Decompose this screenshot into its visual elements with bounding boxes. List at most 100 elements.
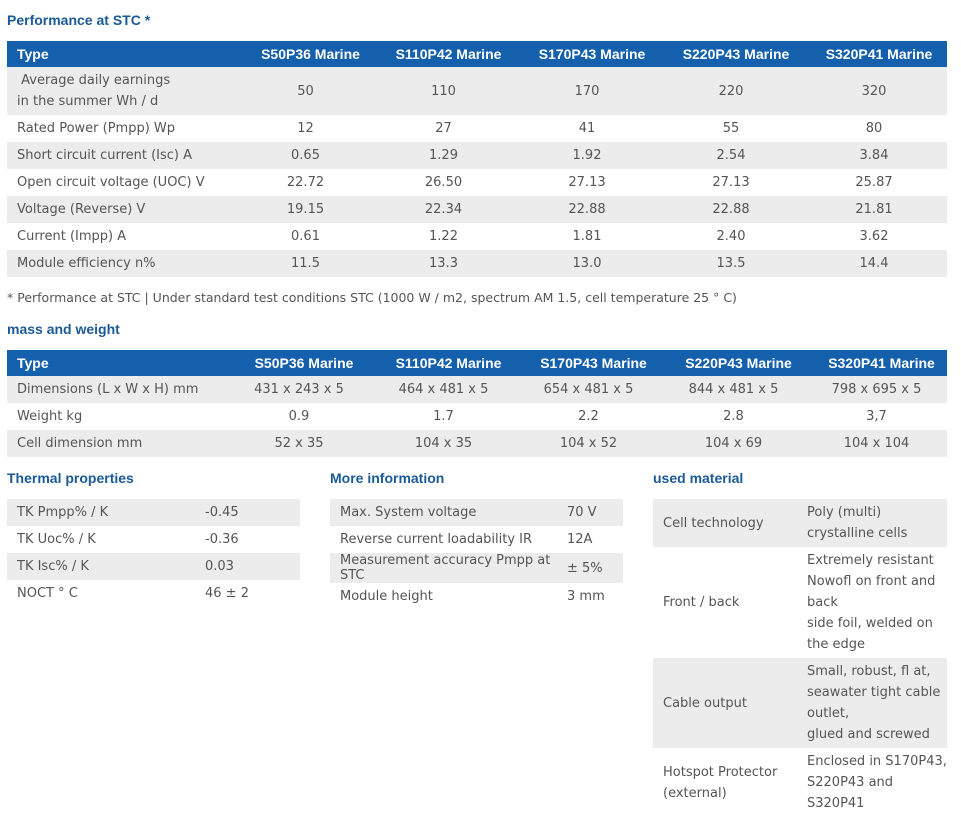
col-header-s110p42: S110P42 Marine	[374, 41, 513, 67]
table-cell: Small, robust, fl at, seawater tight cabl…	[797, 658, 947, 748]
row-label: Cell technology	[653, 499, 797, 547]
col-header-s320p41: S320P41 Marine	[801, 41, 947, 67]
row-label: Front / back	[653, 547, 797, 658]
table-row: Open circuit voltage (UOC) V 22.72 26.50…	[7, 169, 947, 196]
table-cell: 13.5	[661, 250, 801, 277]
table-cell: 220	[661, 67, 801, 115]
performance-footnote: * Performance at STC | Under standard te…	[7, 290, 737, 305]
table-header-row: Type S50P36 Marine S110P42 Marine S170P4…	[7, 41, 947, 67]
table-cell: 1.22	[374, 223, 513, 250]
table-cell: 70 V	[567, 499, 623, 526]
table-cell: 22.88	[661, 196, 801, 223]
table-row: Dimensions (L x W x H) mm 431 x 243 x 5 …	[7, 376, 947, 403]
mass-title: mass and weight	[7, 321, 120, 337]
table-cell: 0.61	[237, 223, 374, 250]
row-label: Cable output	[653, 658, 797, 748]
row-label: TK Pmpp% / K	[7, 499, 195, 526]
table-cell: 3 mm	[567, 583, 623, 610]
table-cell: 1.92	[513, 142, 661, 169]
table-cell: Poly (multi) crystalline cells	[797, 499, 947, 547]
table-cell: 25.87	[801, 169, 947, 196]
table-cell: 12A	[567, 526, 623, 553]
table-row: Cable output Small, robust, fl at, seawat…	[653, 658, 947, 748]
table-cell: 3,7	[806, 403, 947, 430]
row-label: Current (Impp) A	[7, 223, 237, 250]
row-label: Short circuit current (Isc) A	[7, 142, 237, 169]
table-row: Module height 3 mm	[330, 583, 623, 610]
table-cell: 21.81	[801, 196, 947, 223]
table-cell: Extremely resistant Nowofl on front and ba…	[797, 547, 947, 658]
table-cell: 0.65	[237, 142, 374, 169]
table-row: Short circuit current (Isc) A 0.65 1.29 …	[7, 142, 947, 169]
row-label: Max. System voltage	[330, 499, 567, 526]
table-cell: 104 x 52	[516, 430, 661, 457]
table-cell: 46 ± 2	[195, 580, 300, 607]
table-cell: 14.4	[801, 250, 947, 277]
table-cell: 464 x 481 x 5	[371, 376, 516, 403]
mass-table: Type S50P36 Marine S110P42 Marine S170P4…	[7, 350, 947, 457]
table-row: Cell dimension mm 52 x 35 104 x 35 104 x…	[7, 430, 947, 457]
table-cell: 2.54	[661, 142, 801, 169]
table-cell: 13.3	[374, 250, 513, 277]
table-header-row: Type S50P36 Marine S110P42 Marine S170P4…	[7, 350, 947, 376]
row-label: Module height	[330, 583, 567, 610]
table-cell: 798 x 695 x 5	[806, 376, 947, 403]
row-label: Hotspot Protector (external)	[653, 748, 797, 817]
table-cell: 104 x 104	[806, 430, 947, 457]
table-cell: 1.7	[371, 403, 516, 430]
table-cell: 19.15	[237, 196, 374, 223]
table-cell: 3.62	[801, 223, 947, 250]
col-header-s220p43: S220P43 Marine	[661, 41, 801, 67]
table-cell: 844 x 481 x 5	[661, 376, 806, 403]
table-cell: 104 x 35	[371, 430, 516, 457]
table-row: Measurement accuracy Pmpp at STC ± 5%	[330, 553, 623, 583]
table-row: Average daily earnings in the summer Wh /…	[7, 67, 947, 115]
table-row: Max. System voltage 70 V	[330, 499, 623, 526]
row-label: TK Uoc% / K	[7, 526, 195, 553]
row-label: Open circuit voltage (UOC) V	[7, 169, 237, 196]
table-cell: 3.84	[801, 142, 947, 169]
table-cell: 80	[801, 115, 947, 142]
col-header-s110p42: S110P42 Marine	[371, 350, 516, 376]
table-cell: 110	[374, 67, 513, 115]
thermal-table: TK Pmpp% / K -0.45 TK Uoc% / K -0.36 TK …	[7, 499, 300, 607]
table-cell: 654 x 481 x 5	[516, 376, 661, 403]
table-cell: 55	[661, 115, 801, 142]
table-cell: 22.34	[374, 196, 513, 223]
table-cell: 170	[513, 67, 661, 115]
table-row: NOCT ° C 46 ± 2	[7, 580, 300, 607]
table-cell: 13.0	[513, 250, 661, 277]
table-cell: 41	[513, 115, 661, 142]
table-cell: Enclosed in S170P43, S220P43 and S320P41	[797, 748, 947, 817]
table-cell: 1.29	[374, 142, 513, 169]
table-cell: ± 5%	[567, 553, 623, 583]
col-header-s50p36: S50P36 Marine	[237, 41, 374, 67]
row-label: Cell dimension mm	[7, 430, 227, 457]
table-cell: -0.45	[195, 499, 300, 526]
table-row: Cell technology Poly (multi) crystalline …	[653, 499, 947, 547]
table-cell: 1.81	[513, 223, 661, 250]
table-cell: 0.9	[227, 403, 371, 430]
table-row: Weight kg 0.9 1.7 2.2 2.8 3,7	[7, 403, 947, 430]
col-header-s220p43: S220P43 Marine	[661, 350, 806, 376]
table-cell: 27	[374, 115, 513, 142]
table-row: Current (Impp) A 0.61 1.22 1.81 2.40 3.6…	[7, 223, 947, 250]
material-title: used material	[653, 470, 744, 486]
row-label: Reverse current loadability IR	[330, 526, 567, 553]
row-label: TK Isc% / K	[7, 553, 195, 580]
table-row: Module efficiency n% 11.5 13.3 13.0 13.5…	[7, 250, 947, 277]
table-cell: 27.13	[661, 169, 801, 196]
row-label: NOCT ° C	[7, 580, 195, 607]
table-cell: 26.50	[374, 169, 513, 196]
table-cell: 320	[801, 67, 947, 115]
table-cell: 22.72	[237, 169, 374, 196]
table-row: Reverse current loadability IR 12A	[330, 526, 623, 553]
row-label: Module efficiency n%	[7, 250, 237, 277]
col-header-s170p43: S170P43 Marine	[513, 41, 661, 67]
thermal-title: Thermal properties	[7, 470, 134, 486]
table-cell: 11.5	[237, 250, 374, 277]
col-header-type: Type	[7, 350, 227, 376]
row-label: Rated Power (Pmpp) Wp	[7, 115, 237, 142]
table-cell: 50	[237, 67, 374, 115]
row-label: Voltage (Reverse) V	[7, 196, 237, 223]
